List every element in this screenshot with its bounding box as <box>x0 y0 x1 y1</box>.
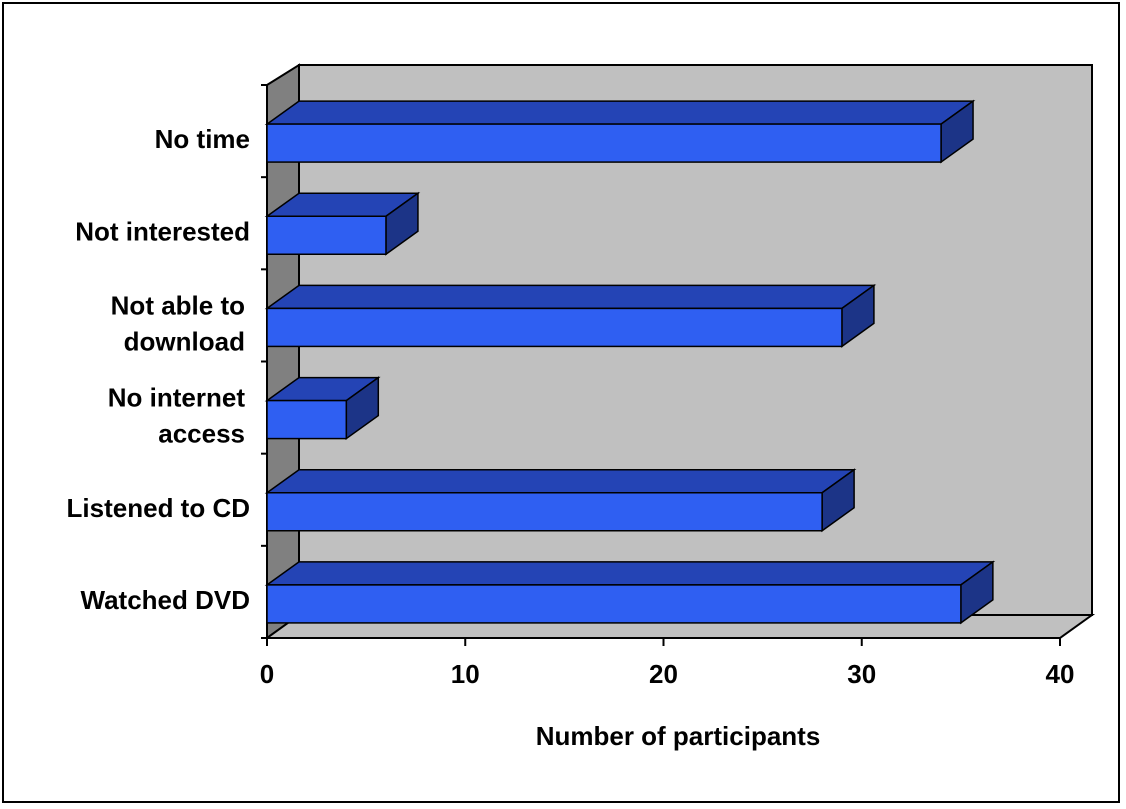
x-tick-label: 0 <box>260 659 274 689</box>
category-label: Listened to CD <box>67 493 250 523</box>
category-label: download <box>124 326 245 356</box>
bar <box>266 307 843 348</box>
bar <box>266 215 387 255</box>
x-tick-label: 20 <box>649 659 678 689</box>
category-label: Not able to <box>111 290 245 320</box>
x-axis-title: Number of participants <box>536 721 821 751</box>
bar-top <box>264 284 877 310</box>
category-label: access <box>158 419 245 449</box>
category-label: Watched DVD <box>81 585 251 615</box>
category-label: No time <box>155 124 250 154</box>
bar-top <box>264 100 976 125</box>
category-label: No internet <box>108 383 246 413</box>
x-tick-label: 40 <box>1046 659 1075 689</box>
category-label: Not interested <box>75 216 250 246</box>
bar-top <box>264 561 996 586</box>
x-tick-label: 30 <box>847 659 876 689</box>
x-tick-label: 10 <box>451 659 480 689</box>
bar <box>266 492 823 532</box>
bar <box>266 399 348 440</box>
bar <box>266 584 962 624</box>
bar <box>266 123 942 163</box>
bar-top <box>264 469 857 494</box>
